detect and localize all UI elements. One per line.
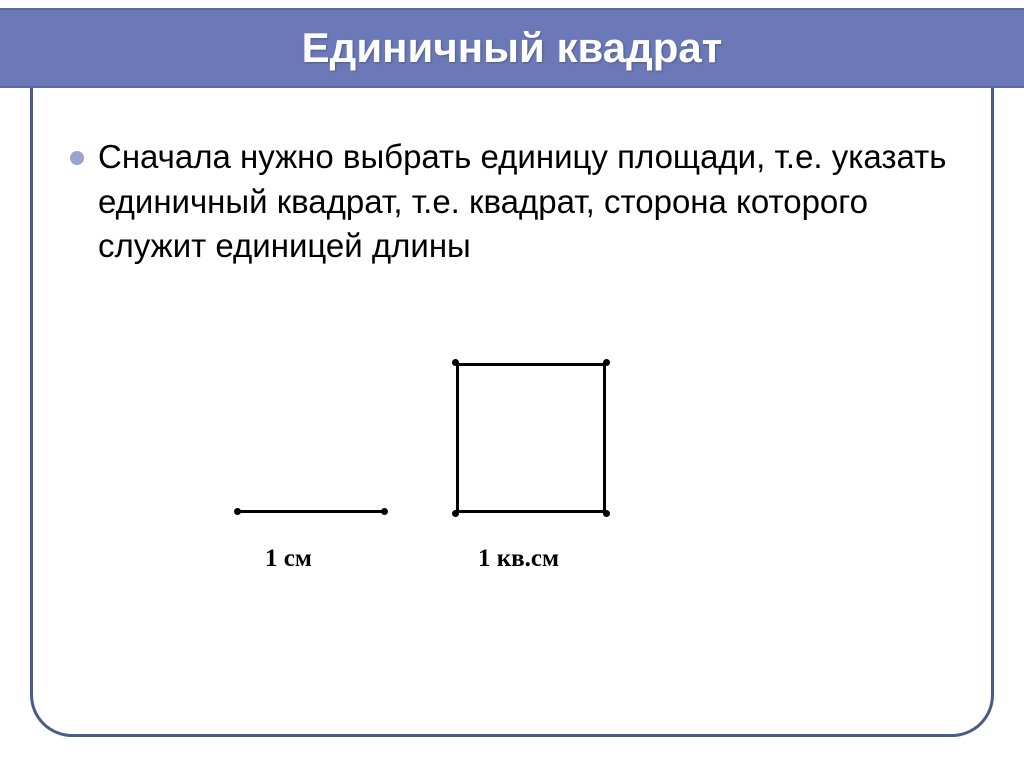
line-label: 1 см <box>265 545 312 573</box>
square-label: 1 кв.см <box>478 545 559 573</box>
content-area: Сначала нужно выбрать единицу площади, т… <box>70 135 954 269</box>
title-bar: Единичный квадрат <box>0 8 1024 88</box>
square-corner-bl <box>452 510 459 517</box>
line-endpoint-right <box>381 508 388 515</box>
bullet-dot-icon <box>70 151 84 165</box>
unit-square <box>456 363 606 513</box>
body-text: Сначала нужно выбрать единицу площади, т… <box>98 135 954 269</box>
diagram: 1 см 1 кв.см <box>0 370 1024 670</box>
square-corner-tr <box>603 359 610 366</box>
square-corner-br <box>603 510 610 517</box>
bullet-item: Сначала нужно выбрать единицу площади, т… <box>70 135 954 269</box>
unit-line <box>237 510 385 513</box>
line-endpoint-left <box>234 508 241 515</box>
slide-title: Единичный квадрат <box>302 24 723 72</box>
square-corner-tl <box>452 359 459 366</box>
